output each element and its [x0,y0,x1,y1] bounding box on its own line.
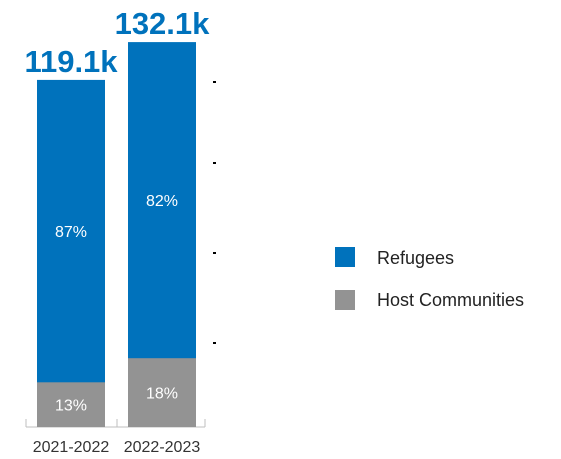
legend-label-host-communities: Host Communities [377,290,524,310]
legend-label-refugees: Refugees [377,248,454,268]
bar-refugees-2021-2022 [37,79,105,383]
pct-label-host-communities-2022-2023: 18% [146,385,178,402]
pct-label-host-communities-2021-2022: 13% [55,397,87,414]
bar-refugees-2022-2023 [128,42,196,359]
legend-swatch-host-communities [335,290,355,310]
side-tick-marks [213,81,216,344]
category-label-2022-2023: 2022-2023 [124,439,201,456]
total-label-2021-2022: 119.1k [24,44,118,79]
legend-swatch-refugees [335,247,355,267]
legend: Refugees Host Communities [335,247,524,310]
bar-host-communities-2021-2022 [37,381,105,427]
bars-group [37,42,196,427]
bar-host-communities-2022-2023 [128,357,196,427]
total-label-2022-2023: 132.1k [115,6,211,41]
pct-label-refugees-2022-2023: 82% [146,193,178,210]
labels-group: 87% 13% 119.1k 2021-2022 82% 18% 132.1k 2022-20… [24,6,210,456]
category-label-2021-2022: 2021-2022 [33,439,110,456]
pct-label-refugees-2021-2022: 87% [55,224,87,241]
